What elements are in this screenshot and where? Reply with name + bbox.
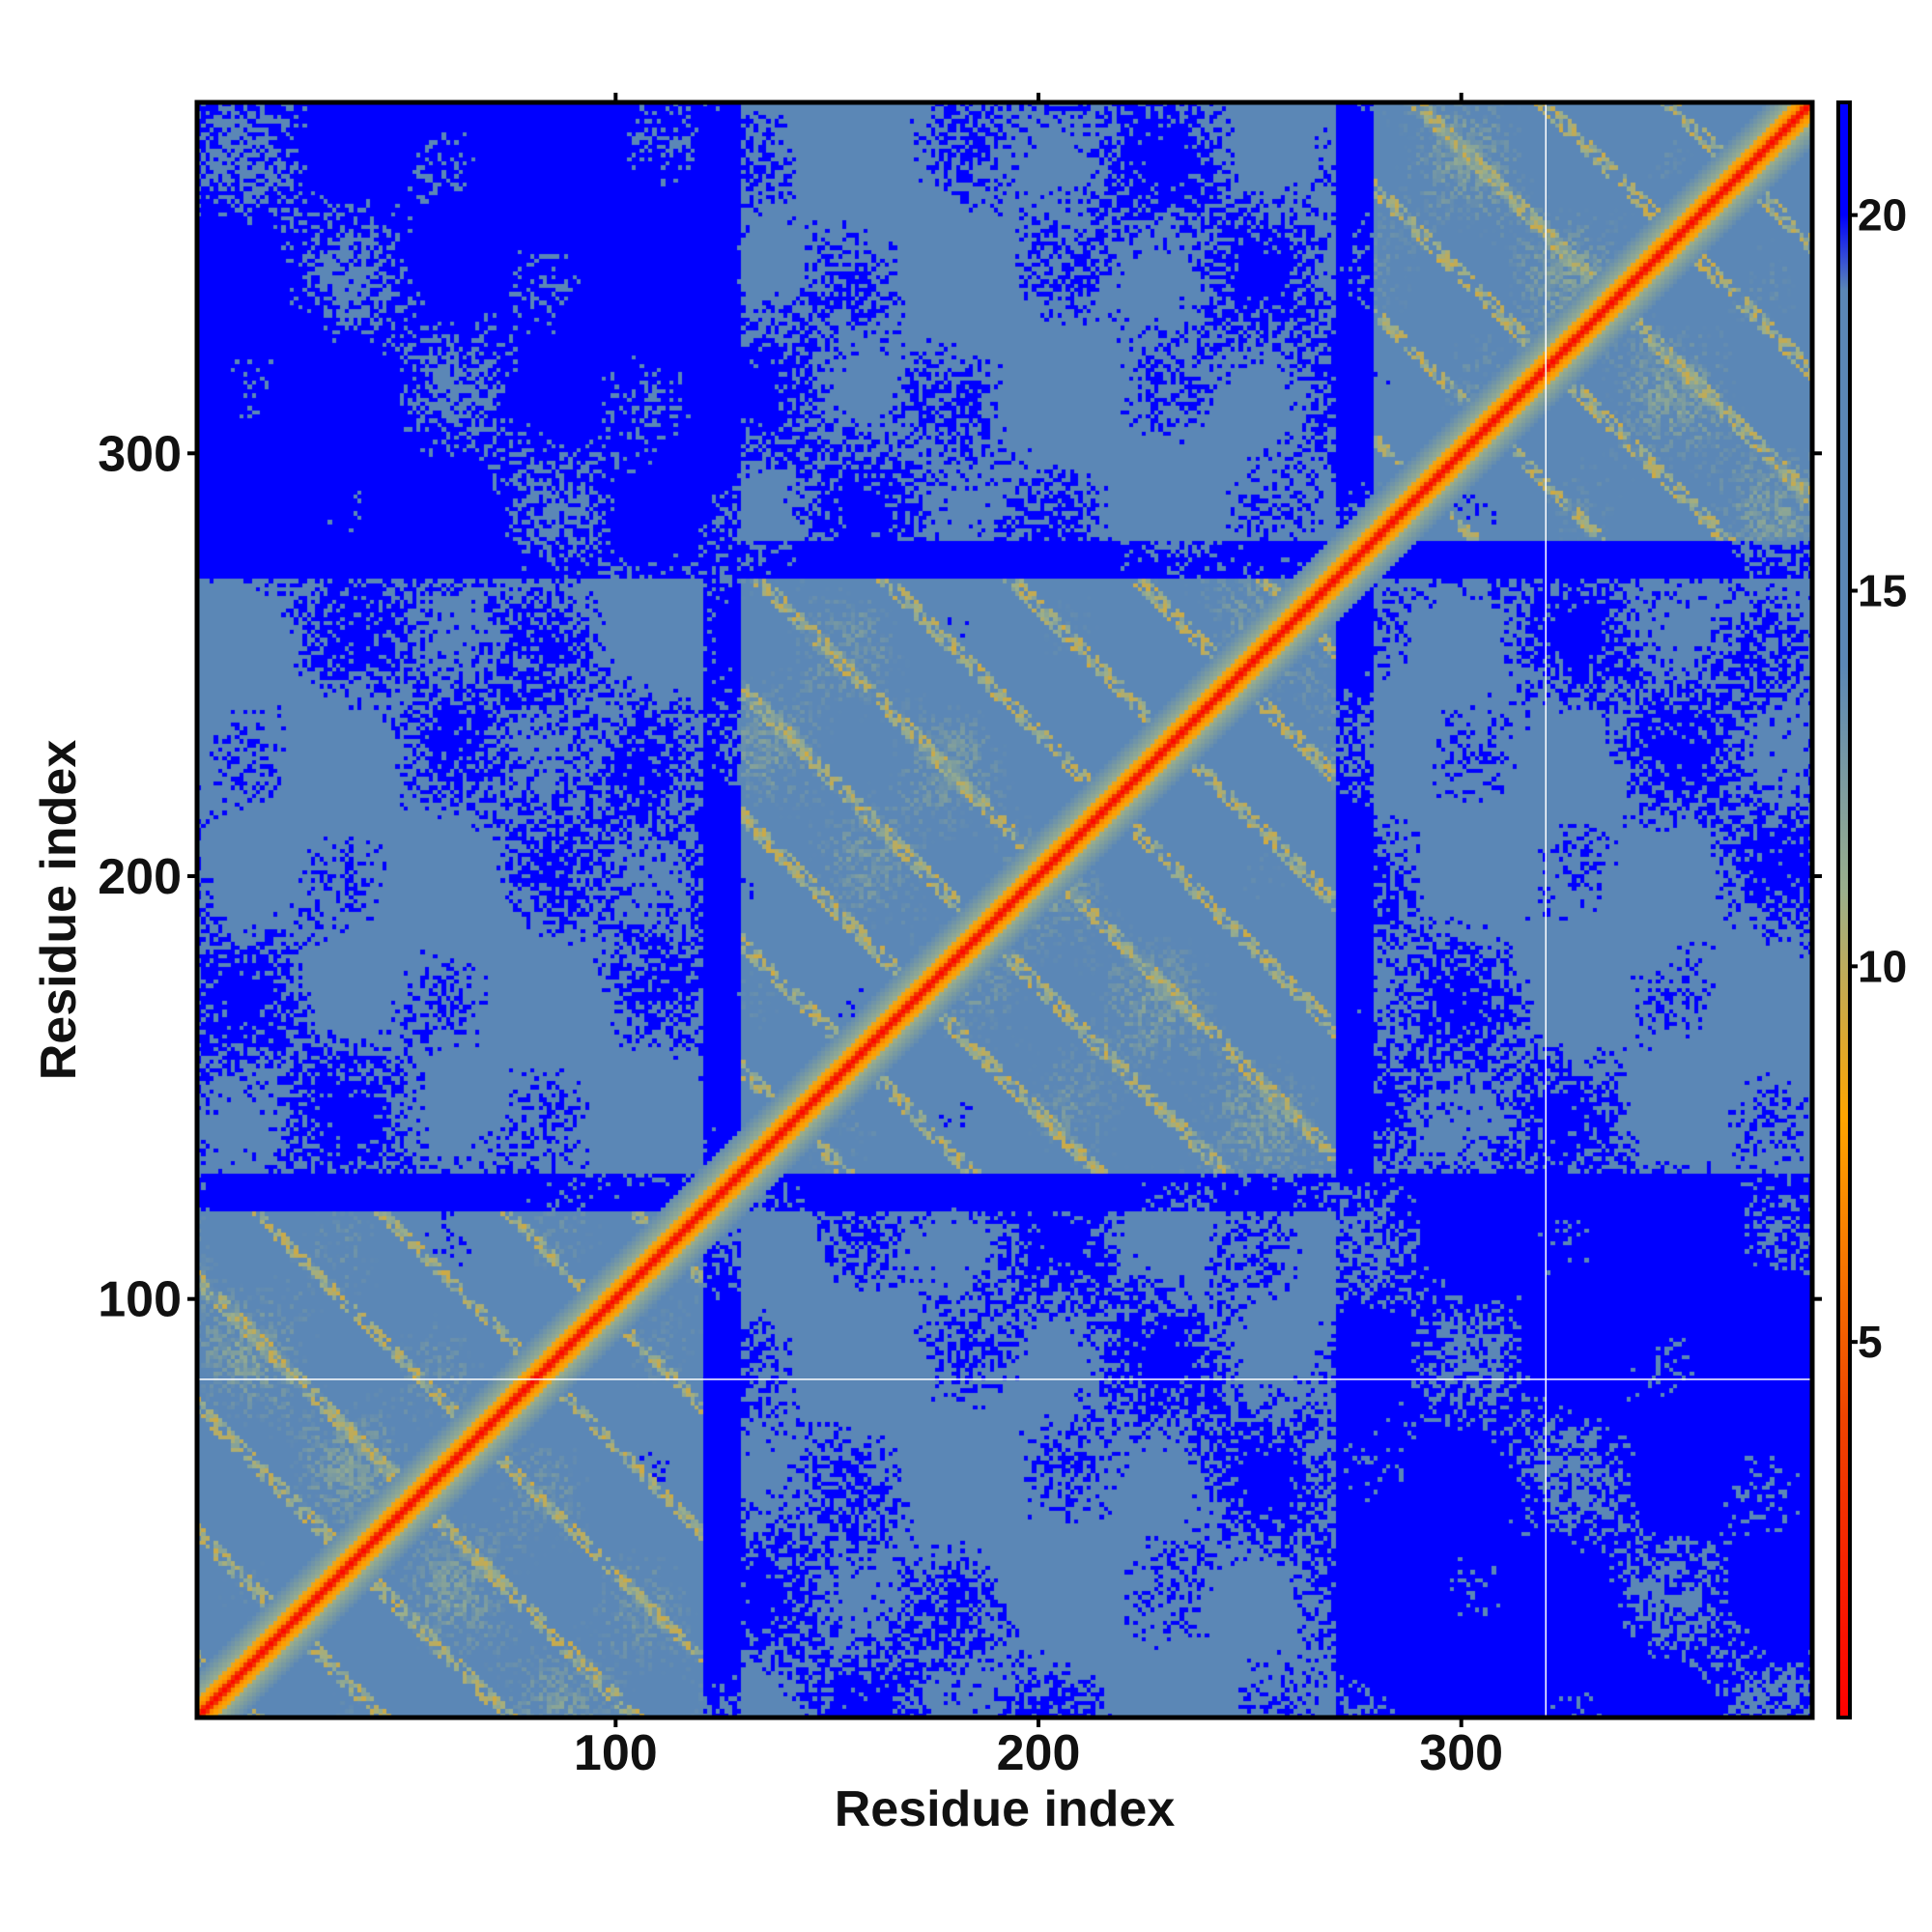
x-tick-label: 100 bbox=[574, 1725, 658, 1781]
x-tick-label: 300 bbox=[1419, 1725, 1503, 1781]
colorbar-tick-label: 20 bbox=[1858, 190, 1907, 241]
colorbar-tick-label: 10 bbox=[1858, 941, 1907, 991]
plot-frame bbox=[194, 99, 1815, 1720]
x-tick-label: 200 bbox=[997, 1725, 1081, 1781]
colorbar-gradient bbox=[1836, 100, 1852, 1719]
y-tick-label: 200 bbox=[98, 849, 182, 905]
y-axis: 100 200 300 bbox=[98, 426, 1822, 1328]
colorbar-tick-label: 5 bbox=[1858, 1317, 1883, 1367]
y-tick-label: 300 bbox=[98, 426, 182, 482]
colorbar-ticks: 5 10 15 20 bbox=[1850, 190, 1907, 1367]
x-axis-title: Residue index bbox=[835, 1781, 1176, 1837]
y-tick-label: 100 bbox=[98, 1272, 182, 1328]
y-axis-title: Residue index bbox=[31, 740, 87, 1081]
colorbar: 5 10 15 20 bbox=[1836, 100, 1907, 1719]
colorbar-tick-label: 15 bbox=[1858, 565, 1907, 615]
heatmap-canvas bbox=[197, 102, 1812, 1718]
guide-lines bbox=[197, 102, 1812, 1718]
heatmap-area bbox=[197, 102, 1812, 1718]
x-axis: 100 200 300 bbox=[574, 93, 1503, 1781]
